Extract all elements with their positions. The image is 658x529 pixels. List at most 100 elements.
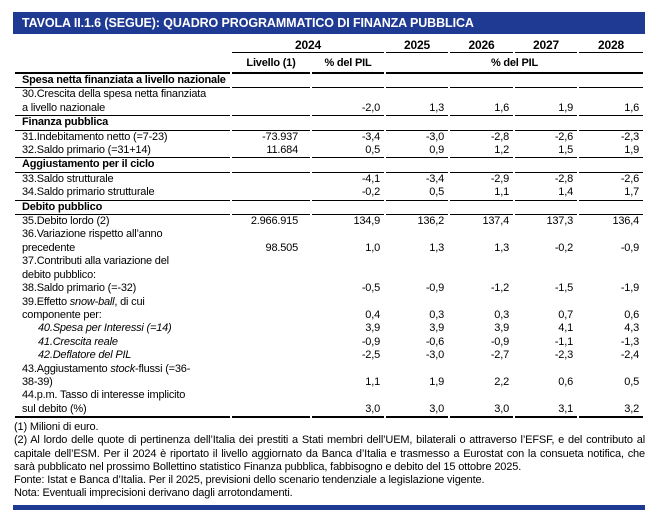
cell-value: -1,9 [620,282,639,295]
footnote: (2) Al lordo delle quote di pertinenza d… [14,434,645,473]
table-row: 32.Saldo primario (=31+14) 11.684 0,5 0,9 1,… [15,144,643,159]
cell-value [515,74,577,89]
cell-value: 3,9 [365,322,380,335]
row-label: 34.Saldo primario strutturale [15,186,230,201]
row-label: 39.Effetto snow-ball, di cui componente p… [22,295,145,321]
row-label: 36.Variazione rispetto all’anno precedent… [22,228,163,254]
cell-value: -0,9 [490,335,509,348]
cell-value [386,201,448,216]
cell-value [386,158,448,173]
section-label: Debito pubblico [15,201,230,216]
cell-value: 137,4 [482,215,509,228]
cell-value: 134,9 [353,215,380,228]
row-label: 33.Saldo strutturale [22,172,114,185]
row-label: 32.Saldo primario (=31+14) [15,144,230,159]
cell-value: 3,1 [515,389,577,419]
table-row: 37.Contributi alla variazione del debito … [15,255,643,282]
footnote: Fonte: Istat e Banca d’Italia. Per il 20… [14,473,485,486]
cell-value: -1,3 [620,335,639,348]
cell-value [579,255,643,282]
cell-livello: 98.505 [265,241,299,254]
cell-value [386,74,448,89]
table-row: 35.Debito lordo (2) 2.966.915 134,9 136,2 13… [15,215,643,228]
section-label: Spesa netta finanziata a livello naziona… [15,74,230,89]
cell-value: -2,6 [620,172,639,185]
cell-value: -2,9 [490,172,509,185]
cell-livello [232,255,310,282]
cell-value [450,158,513,173]
cell-value: -0,9 [425,282,444,295]
cell-value: -2,0 [312,88,384,117]
bottom-rule [13,505,645,511]
cell-value: 1,3 [429,241,444,254]
cell-livello [232,363,310,390]
row-label: 40.Spesa per Interessi (=14) [38,322,172,335]
cell-value [312,255,384,282]
cell-value: -2,3 [620,130,639,143]
cell-value: 1,5 [515,144,577,159]
col-header-pct-pil-years: % del PIL [386,53,643,74]
cell-livello [232,173,310,186]
row-label: 35.Debito lordo (2) [22,215,110,228]
header-spacer [15,34,230,53]
cell-value: -2,8 [554,172,573,185]
finance-table: 2024 2025 2026 2027 2028 Livello (1) % d… [13,34,645,419]
cell-value: -2,4 [620,349,639,362]
cell-value: 3,0 [312,389,384,419]
cell-value: 1,4 [515,186,577,201]
cell-value: 0,6 [558,375,573,388]
cell-value [450,255,513,282]
table-row: 30.Crescita della spesa netta finanziata… [15,88,643,117]
table-row: 38.Saldo primario (=-32) -0,5 -0,9 -1,2 -1,5… [15,282,643,295]
header-spacer [15,53,230,74]
cell-livello [232,349,310,362]
cell-livello [232,322,310,335]
cell-value: 4,3 [624,322,639,335]
cell-livello [232,186,310,201]
cell-value [450,201,513,216]
cell-value [515,116,577,131]
cell-livello [232,201,310,216]
cell-value: 4,1 [558,322,573,335]
cell-value: 0,5 [624,375,639,388]
cell-value [386,116,448,131]
cell-value: 2,2 [494,375,509,388]
cell-livello [232,296,310,323]
cell-value: -3,0 [425,349,444,362]
cell-value: 1,0 [365,241,380,254]
cell-value: 0,5 [386,186,448,201]
cell-value: -4,1 [361,172,380,185]
cell-value: 0,3 [494,308,509,321]
table-row: 39.Effetto snow-ball, di cui componente p… [15,296,643,323]
cell-value: 1,1 [450,186,513,201]
cell-value: 1,9 [579,144,643,159]
cell-value [450,74,513,89]
cell-livello [232,116,310,131]
cell-value [312,201,384,216]
section-label: Finanza pubblica [15,116,230,131]
cell-value: 1,7 [579,186,643,201]
cell-value: -0,9 [361,335,380,348]
col-header-livello: Livello (1) [232,53,310,74]
row-label: 38.Saldo primario (=-32) [22,282,137,295]
cell-livello [232,336,310,349]
cell-value: 0,3 [429,308,444,321]
cell-livello [232,88,310,117]
cell-value: -3,4 [361,130,380,143]
cell-value [515,201,577,216]
cell-value: -2,6 [554,130,573,143]
cell-value [515,158,577,173]
cell-value [386,255,448,282]
cell-value: 1,1 [365,375,380,388]
table-row: 40.Spesa per Interessi (=14) 3,9 3,9 3,9 4,1… [15,322,643,335]
row-label: 31.Indebitamento netto (=7-23) [22,130,168,143]
cell-value [579,158,643,173]
cell-value: -1,2 [490,282,509,295]
col-header-pct-pil-2024: % del PIL [312,53,384,74]
table-row: 43.Aggiustamento stock-flussi (=36- 38-39… [15,363,643,390]
cell-value: -2,7 [490,349,509,362]
row-label: 37.Contributi alla variazione del debito … [22,255,169,281]
cell-value: 0,9 [386,144,448,159]
cell-value: -2,3 [554,349,573,362]
cell-value: -0,9 [620,241,639,254]
